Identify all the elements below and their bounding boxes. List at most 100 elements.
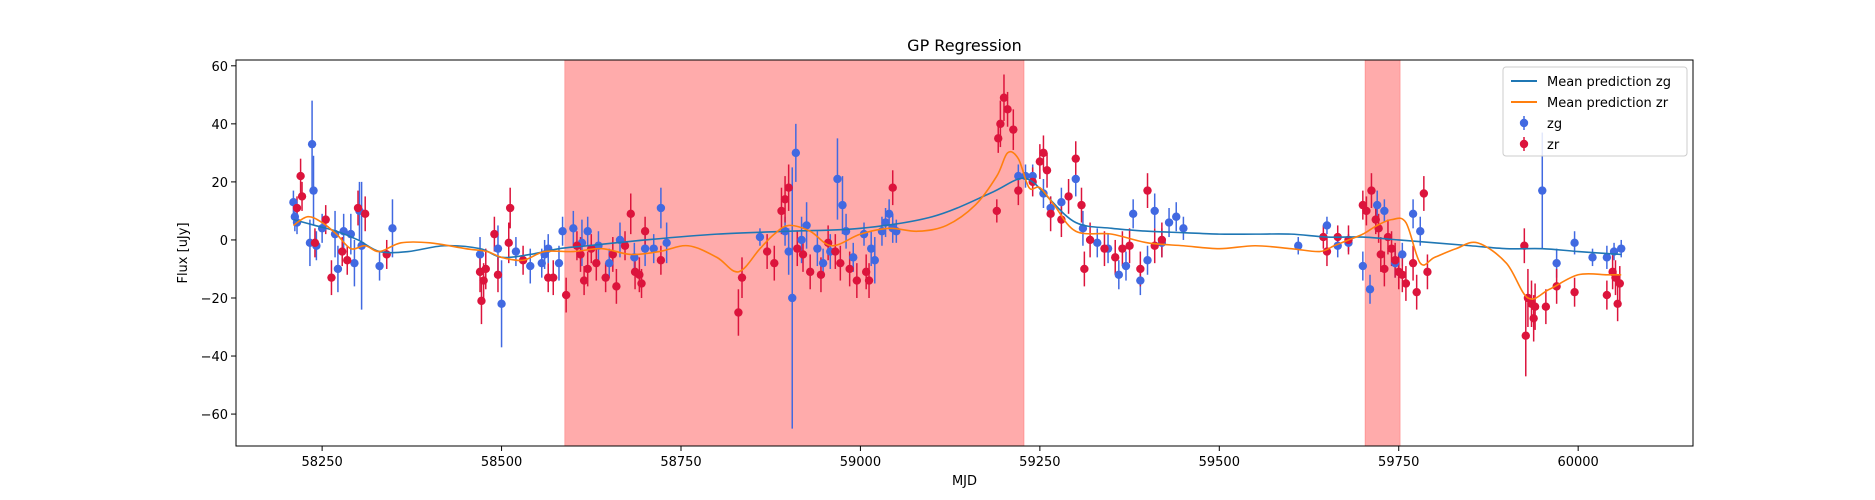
zg-point <box>511 247 521 256</box>
zr-point <box>1419 189 1429 198</box>
zr-point <box>1111 253 1120 262</box>
zr-point <box>493 270 503 279</box>
zr-point <box>1380 264 1389 274</box>
zg-point <box>849 253 858 262</box>
zr-point <box>1125 241 1134 250</box>
zr-point <box>576 250 585 259</box>
zr-point <box>343 256 352 265</box>
zr-point <box>1398 270 1407 279</box>
zr-point <box>1077 200 1086 210</box>
zg-point <box>475 250 485 259</box>
zg-point <box>350 258 359 268</box>
zr-point <box>479 276 488 285</box>
zr-point <box>1100 244 1109 253</box>
zg-point <box>755 232 765 242</box>
zg-point <box>583 227 592 236</box>
zg-point <box>309 186 318 195</box>
zr-point <box>996 119 1005 129</box>
zg-point <box>1164 218 1174 227</box>
zr-point <box>816 270 826 279</box>
zg-point <box>1538 186 1547 195</box>
zr-point <box>1521 331 1530 340</box>
zr-point <box>1423 267 1432 277</box>
zg-point <box>640 244 650 253</box>
zg-point <box>1617 244 1626 253</box>
zr-point <box>852 276 862 285</box>
legend-label: zr <box>1547 138 1560 153</box>
zr-point <box>1611 273 1620 282</box>
zr-point <box>572 241 582 250</box>
zg-point <box>1294 241 1303 250</box>
zr-point <box>1080 264 1089 274</box>
zr-point <box>1362 206 1371 216</box>
zr-point <box>608 250 618 259</box>
zr-point <box>1046 209 1055 219</box>
x-tick-label: 59250 <box>1019 455 1060 470</box>
zg-point <box>1372 200 1382 210</box>
zr-point <box>831 247 840 256</box>
zg-point <box>1416 227 1425 236</box>
zg-point <box>493 244 503 253</box>
x-tick-label: 59500 <box>1199 455 1240 470</box>
zr-point <box>999 93 1009 102</box>
zg-point <box>818 258 828 268</box>
zg-point <box>866 244 876 253</box>
zr-point <box>861 267 871 277</box>
zr-point <box>640 227 650 236</box>
y-tick-label: 40 <box>211 118 228 133</box>
zr-point <box>805 267 815 277</box>
zr-point <box>626 209 635 219</box>
zr-point <box>1541 302 1551 311</box>
zg-point <box>1179 224 1188 233</box>
zg-point <box>1143 256 1152 265</box>
zr-point <box>583 264 592 274</box>
y-tick-label: 60 <box>211 60 228 75</box>
zg-point <box>791 148 801 158</box>
zg-point <box>1398 250 1407 259</box>
zr-point <box>793 244 802 253</box>
y-axis-label: Flux [uJy] <box>176 222 191 283</box>
zr-point <box>845 264 854 274</box>
zg-point <box>884 209 894 219</box>
zr-point <box>1530 302 1540 311</box>
zr-point <box>1157 235 1167 245</box>
zr-point <box>1003 105 1012 114</box>
y-tick-label: 0 <box>220 234 228 249</box>
legend-label: Mean prediction zg <box>1547 75 1671 90</box>
zr-point <box>737 273 747 282</box>
zg-point <box>1570 238 1579 248</box>
shaded-regions <box>564 59 1401 447</box>
zr-point <box>992 206 1001 216</box>
zg-point <box>1028 171 1037 181</box>
zr-point <box>762 247 772 256</box>
zr-point <box>292 203 302 213</box>
zr-point <box>1039 148 1048 158</box>
zr-point <box>1387 244 1396 253</box>
zg-point <box>569 224 578 233</box>
zr-point <box>1615 279 1624 288</box>
zg-point <box>662 238 671 248</box>
zg-point <box>1322 221 1332 230</box>
zg-point <box>1150 206 1159 216</box>
zg-point <box>1358 261 1368 271</box>
zg-point <box>788 293 797 303</box>
zg-point <box>656 203 666 213</box>
zg-point <box>649 244 658 253</box>
legend-swatch <box>1519 139 1529 149</box>
zr-point <box>780 195 790 204</box>
x-tick-label: 60000 <box>1557 455 1598 470</box>
zr-point <box>1613 299 1622 308</box>
zr-point <box>635 270 644 279</box>
zr-point <box>1064 192 1073 201</box>
x-tick-label: 59750 <box>1378 455 1419 470</box>
zr-point <box>864 276 874 285</box>
zr-point <box>561 290 571 300</box>
y-tick-label: −20 <box>201 292 228 307</box>
zg-point <box>1136 276 1145 285</box>
x-tick-label: 58500 <box>481 455 522 470</box>
zg-point <box>1057 198 1066 207</box>
zg-point <box>558 227 567 236</box>
zr-point <box>296 171 305 181</box>
shaded-region <box>564 59 1025 447</box>
zr-point <box>321 215 330 224</box>
